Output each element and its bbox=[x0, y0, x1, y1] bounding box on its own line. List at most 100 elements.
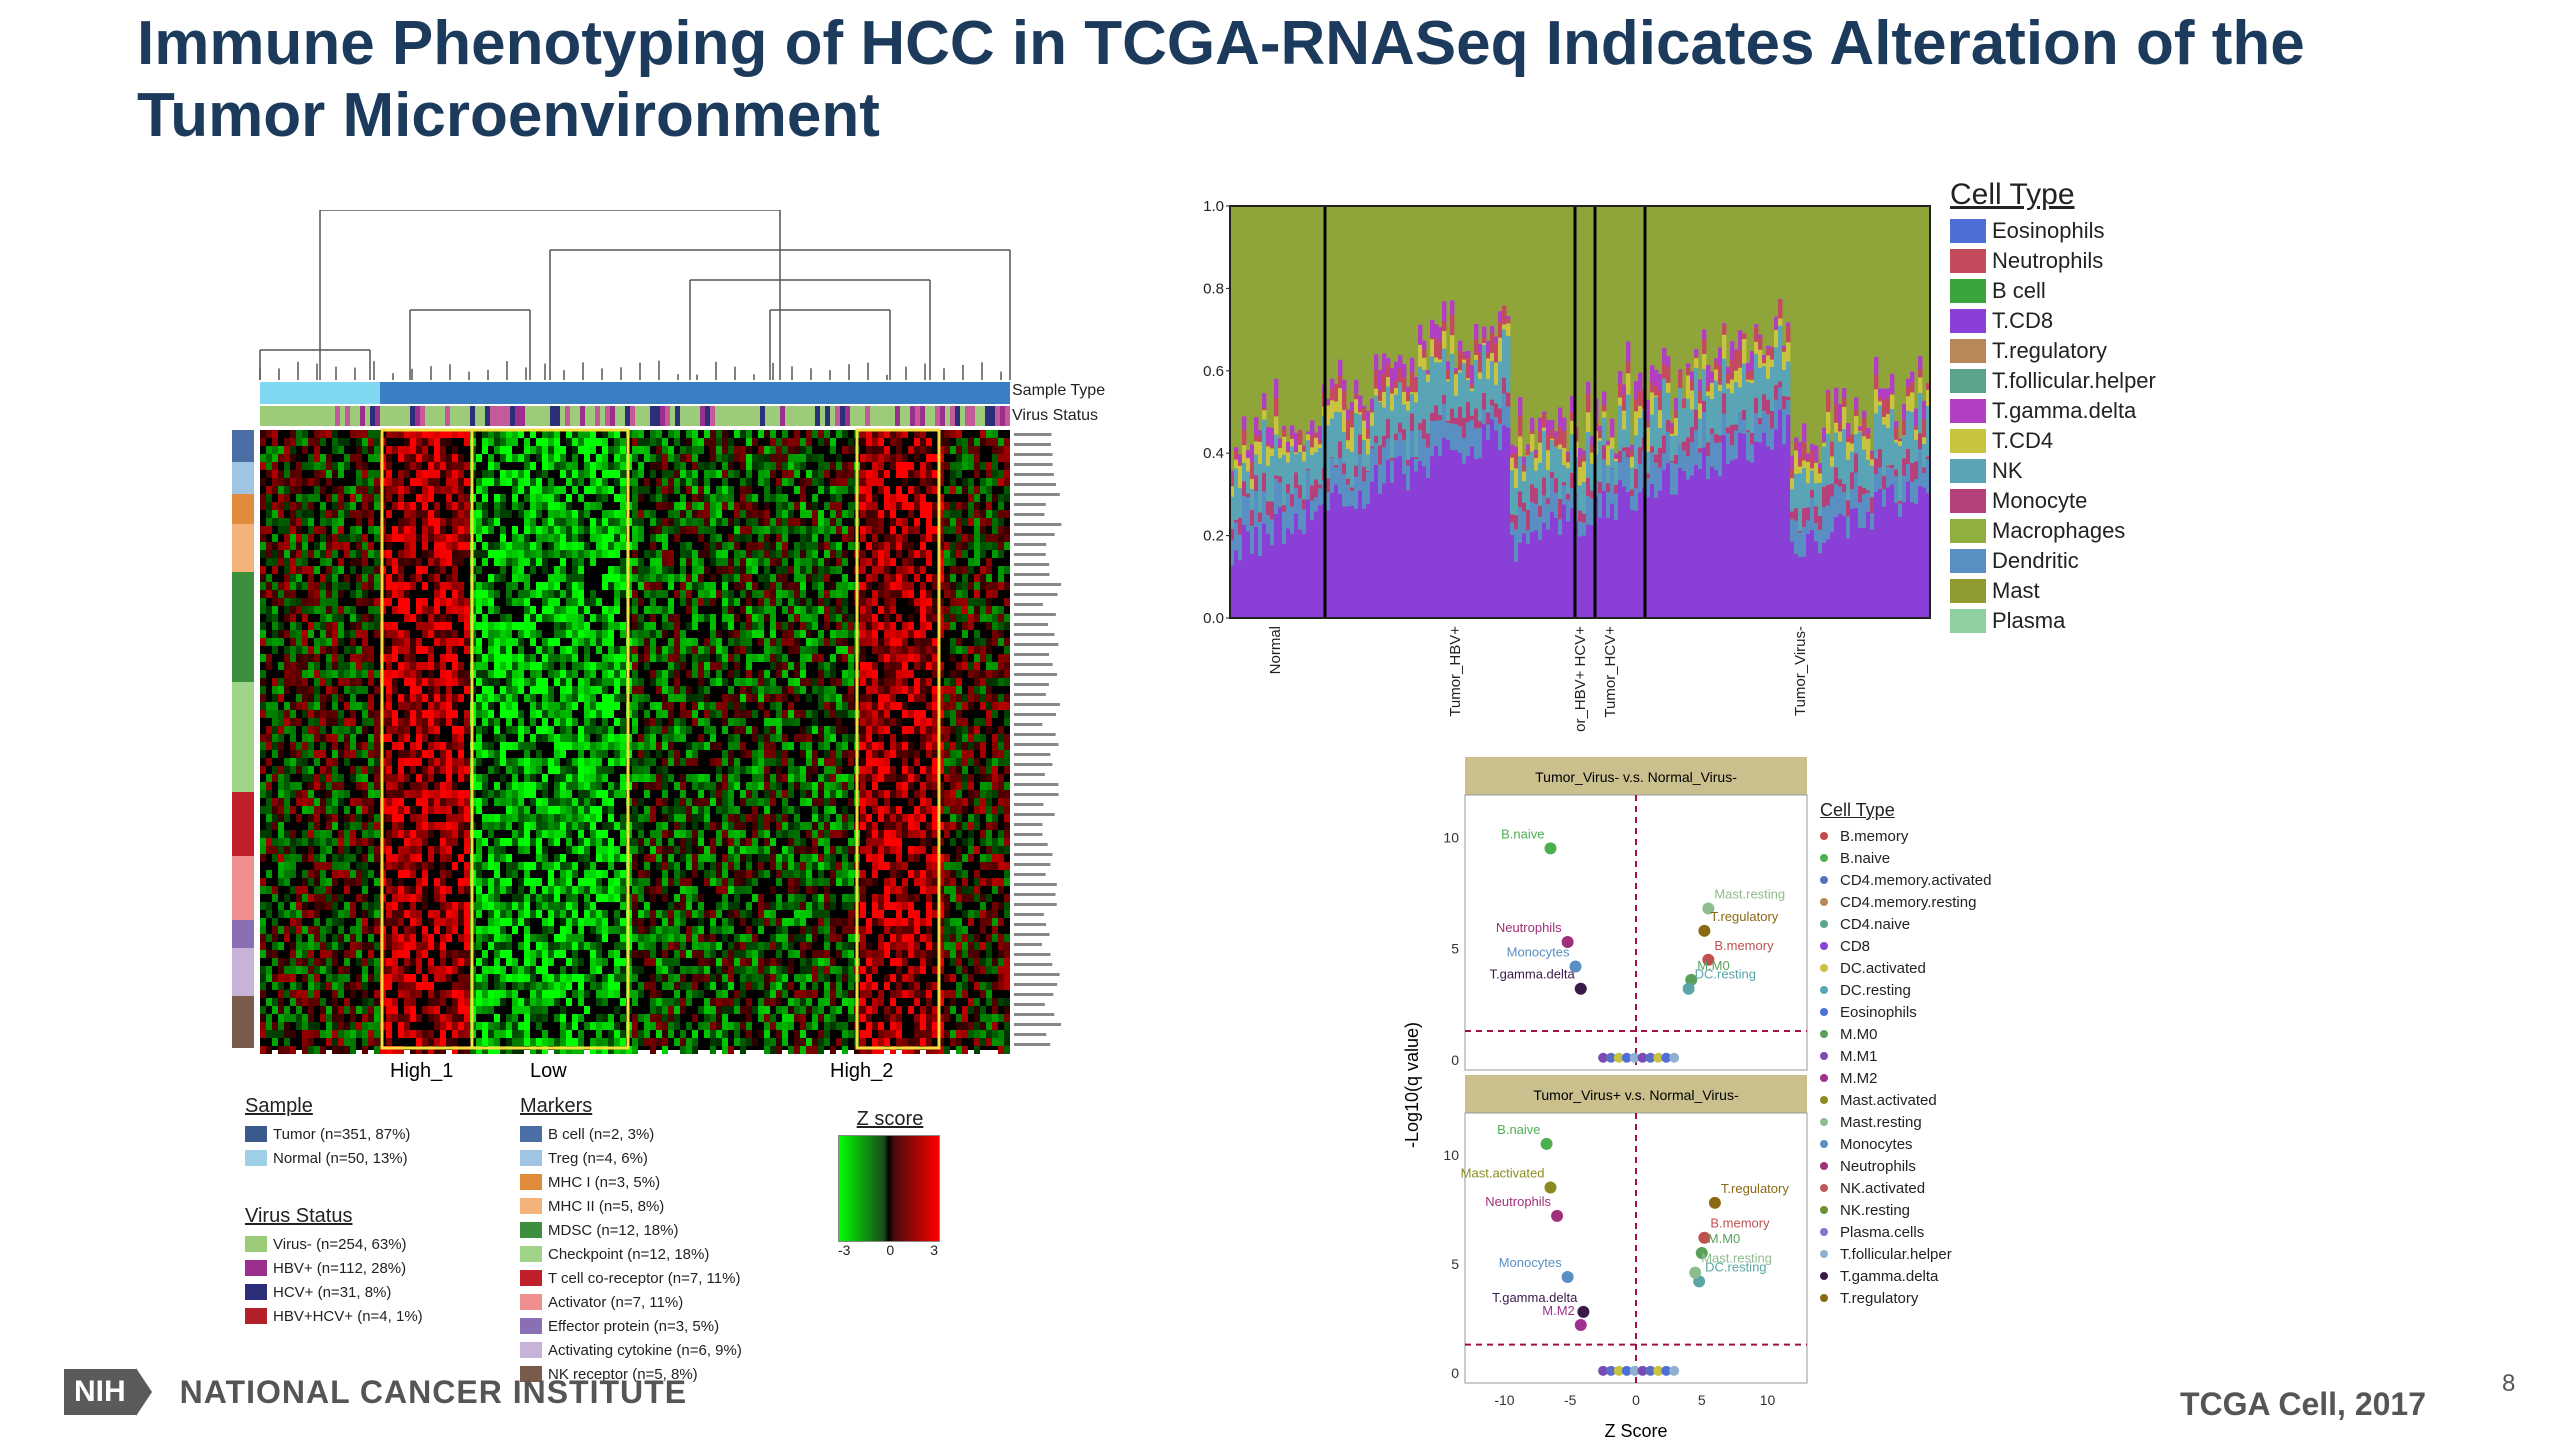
heatmap-cell bbox=[512, 598, 518, 606]
heatmap-cell bbox=[686, 726, 692, 734]
virus-status-cell bbox=[410, 406, 415, 426]
heatmap-cell bbox=[308, 662, 314, 670]
heatmap-cell bbox=[476, 662, 482, 670]
heatmap-cell bbox=[722, 990, 728, 998]
heatmap-cell bbox=[356, 870, 362, 878]
heatmap-cell bbox=[710, 862, 716, 870]
heatmap-cell bbox=[710, 950, 716, 958]
heatmap-cell bbox=[284, 814, 290, 822]
heatmap-cell bbox=[296, 854, 302, 862]
heatmap-cell bbox=[308, 502, 314, 510]
heatmap-cell bbox=[386, 830, 392, 838]
heatmap-cell bbox=[542, 798, 548, 806]
heatmap-cell bbox=[290, 662, 296, 670]
heatmap-cell bbox=[656, 558, 662, 566]
heatmap-cell bbox=[506, 718, 512, 726]
heatmap-cell bbox=[710, 798, 716, 806]
heatmap-cell bbox=[602, 982, 608, 990]
heatmap-cell bbox=[602, 694, 608, 702]
heatmap-cell bbox=[272, 822, 278, 830]
heatmap-cell bbox=[644, 806, 650, 814]
heatmap-cell bbox=[632, 678, 638, 686]
heatmap-cell bbox=[422, 1046, 428, 1054]
heatmap-cell bbox=[338, 734, 344, 742]
heatmap-cell bbox=[356, 974, 362, 982]
heatmap-cell bbox=[398, 910, 404, 918]
heatmap-cell bbox=[518, 670, 524, 678]
heatmap-cell bbox=[638, 742, 644, 750]
heatmap-cell bbox=[290, 870, 296, 878]
heatmap-cell bbox=[464, 502, 470, 510]
heatmap-cell bbox=[368, 574, 374, 582]
heatmap-cell bbox=[434, 446, 440, 454]
heatmap-cell bbox=[458, 1022, 464, 1030]
heatmap-cell bbox=[278, 710, 284, 718]
heatmap-cell bbox=[332, 694, 338, 702]
heatmap-cell bbox=[476, 486, 482, 494]
heatmap-cell bbox=[542, 598, 548, 606]
heatmap-cell bbox=[284, 854, 290, 862]
heatmap-cell bbox=[698, 910, 704, 918]
heatmap-cell bbox=[542, 758, 548, 766]
heatmap-cell bbox=[356, 878, 362, 886]
heatmap-cell bbox=[314, 694, 320, 702]
heatmap-cell bbox=[614, 878, 620, 886]
heatmap-cell bbox=[500, 686, 506, 694]
heatmap-cell bbox=[560, 590, 566, 598]
heatmap-cell bbox=[464, 606, 470, 614]
heatmap-cell bbox=[650, 654, 656, 662]
heatmap-cell bbox=[734, 782, 740, 790]
heatmap-cell bbox=[320, 966, 326, 974]
heatmap-cell bbox=[506, 862, 512, 870]
heatmap-cell bbox=[290, 950, 296, 958]
heatmap-cell bbox=[344, 606, 350, 614]
heatmap-cell bbox=[560, 710, 566, 718]
heatmap-cell bbox=[278, 1006, 284, 1014]
heatmap-cell bbox=[278, 862, 284, 870]
heatmap-cell bbox=[272, 974, 278, 982]
heatmap-cell bbox=[464, 758, 470, 766]
heatmap-cell bbox=[638, 982, 644, 990]
heatmap-cell bbox=[614, 478, 620, 486]
heatmap-cell bbox=[746, 502, 752, 510]
heatmap-cell bbox=[536, 734, 542, 742]
heatmap-cell bbox=[608, 526, 614, 534]
virus-status-cell bbox=[730, 406, 735, 426]
heatmap-cell bbox=[572, 478, 578, 486]
heatmap-cell bbox=[656, 998, 662, 1006]
heatmap-cell bbox=[440, 854, 446, 862]
heatmap-cell bbox=[470, 1046, 476, 1054]
heatmap-cell bbox=[278, 582, 284, 590]
heatmap-cell bbox=[428, 758, 434, 766]
heatmap-cell bbox=[416, 606, 422, 614]
heatmap-cell bbox=[680, 806, 686, 814]
heatmap-cell bbox=[278, 486, 284, 494]
heatmap-cell bbox=[524, 590, 530, 598]
heatmap-cell bbox=[374, 790, 380, 798]
heatmap-cell bbox=[392, 630, 398, 638]
heatmap-cell bbox=[350, 502, 356, 510]
heatmap-cell bbox=[464, 1022, 470, 1030]
heatmap-cell bbox=[542, 790, 548, 798]
heatmap-cell bbox=[728, 566, 734, 574]
heatmap-cell bbox=[554, 854, 560, 862]
heatmap-cell bbox=[662, 622, 668, 630]
heatmap-cell bbox=[290, 982, 296, 990]
heatmap-cell bbox=[362, 470, 368, 478]
heatmap-cell bbox=[536, 822, 542, 830]
heatmap-cell bbox=[590, 446, 596, 454]
heatmap-cell bbox=[284, 678, 290, 686]
heatmap-cell bbox=[386, 862, 392, 870]
heatmap-cell bbox=[608, 990, 614, 998]
heatmap-cell bbox=[398, 878, 404, 886]
heatmap-cell bbox=[554, 974, 560, 982]
heatmap-cell bbox=[272, 814, 278, 822]
heatmap-cell bbox=[332, 854, 338, 862]
heatmap-cell bbox=[704, 870, 710, 878]
heatmap-cell bbox=[590, 550, 596, 558]
heatmap-cell bbox=[488, 438, 494, 446]
heatmap-cell bbox=[392, 798, 398, 806]
heatmap-cell bbox=[344, 678, 350, 686]
heatmap-cell bbox=[284, 502, 290, 510]
heatmap-cell bbox=[590, 598, 596, 606]
